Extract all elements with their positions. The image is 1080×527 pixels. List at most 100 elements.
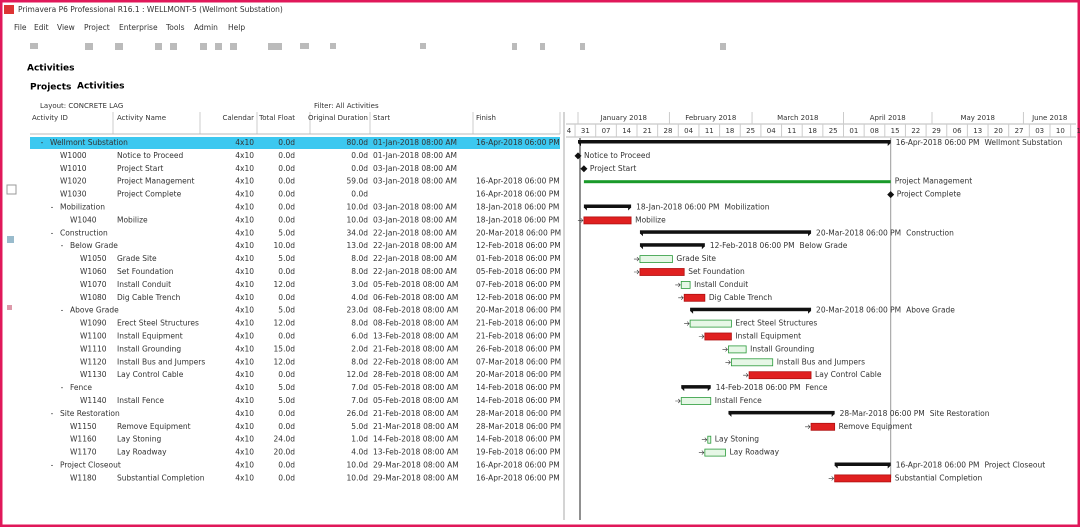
activity-bar	[639, 255, 673, 264]
activity-name: Install Conduit	[117, 280, 171, 289]
start-date: 05-Feb-2018 08:00 AM	[373, 280, 458, 289]
calendar: 4x10	[235, 422, 254, 431]
week-label: 17	[1077, 127, 1080, 135]
column-header[interactable]: Start	[373, 114, 390, 122]
layout-label: Layout: CONCRETE LAG	[40, 102, 123, 110]
bar-label-date: 18-Jan-2018 06:00 PM	[636, 203, 719, 212]
column-header[interactable]: Original Duration	[308, 114, 368, 122]
activity-id: W1110	[80, 344, 107, 353]
week-label: 18	[808, 127, 817, 135]
calendar: 4x10	[235, 357, 254, 366]
total-float: 20.0d	[274, 448, 296, 457]
activity-table: Activity ID Activity Name Calendar Total Fl…	[30, 112, 561, 482]
finish-date: 20-Mar-2018 06:00 PM	[476, 228, 561, 237]
bar-label: Erect Steel Structures	[735, 319, 817, 328]
menu-item[interactable]: Project	[84, 23, 110, 32]
finish-date: 07-Mar-2018 06:00 PM	[476, 357, 561, 366]
finish-date: 16-Apr-2018 06:00 PM	[476, 473, 560, 482]
week-label: 10	[1056, 127, 1065, 135]
start-date: 13-Feb-2018 08:00 AM	[373, 332, 458, 341]
activity-name: Install Equipment	[117, 332, 183, 341]
start-date: 29-Mar-2018 08:00 AM	[373, 473, 459, 482]
column-header[interactable]: Total Float	[258, 114, 295, 122]
collapse-toggle: -	[61, 241, 64, 250]
start-date: 05-Feb-2018 08:00 AM	[373, 396, 458, 405]
calendar: 4x10	[235, 370, 254, 379]
start-date: 08-Feb-2018 08:00 AM	[373, 319, 458, 328]
relationship-arrow	[722, 347, 728, 352]
original-duration: 6.0d	[351, 332, 368, 341]
bar-label: Install Grounding	[750, 344, 814, 353]
calendar: 4x10	[235, 164, 254, 173]
column-header[interactable]: Activity ID	[32, 114, 68, 122]
collapse-toggle: -	[51, 409, 54, 418]
bar-label-date: 20-Mar-2018 06:00 PM	[816, 306, 901, 315]
tab[interactable]: Activities	[77, 82, 125, 92]
calendar: 4x10	[235, 177, 254, 186]
total-float: 0.0d	[278, 473, 295, 482]
week-label: 25	[829, 127, 838, 135]
original-duration: 10.0d	[347, 215, 369, 224]
summary-bar	[681, 385, 711, 389]
month-label: February 2018	[685, 114, 736, 122]
week-label: 04	[767, 127, 776, 135]
menu-item[interactable]: View	[57, 23, 75, 32]
total-float: 0.0d	[278, 332, 295, 341]
start-date: 03-Jan-2018 08:00 AM	[373, 177, 457, 186]
bar-label-date: 28-Mar-2018 06:00 PM	[840, 409, 925, 418]
activity-name: Mobilize	[117, 215, 148, 224]
bar-label: Install Equipment	[735, 332, 801, 341]
menu-item[interactable]: Help	[228, 23, 245, 32]
finish-date: 12-Feb-2018 06:00 PM	[476, 293, 561, 302]
activity-id: W1090	[80, 319, 107, 328]
column-header[interactable]: Finish	[476, 114, 496, 122]
original-duration: 3.0d	[351, 280, 368, 289]
original-duration: 8.0d	[351, 267, 368, 276]
activity-name: Set Foundation	[117, 267, 174, 276]
calendar: 4x10	[235, 293, 254, 302]
menu-item[interactable]: Admin	[194, 23, 218, 32]
column-header[interactable]: Activity Name	[117, 114, 166, 122]
bar-label-name: Wellmont Substation	[984, 138, 1062, 147]
finish-date: 07-Feb-2018 06:00 PM	[476, 280, 561, 289]
collapse-toggle: -	[51, 228, 54, 237]
activity-name: Install Fence	[117, 396, 164, 405]
activity-id: W1180	[70, 473, 97, 482]
activity-name: Install Bus and Jumpers	[117, 357, 205, 366]
activity-name: Lay Stoning	[117, 435, 161, 444]
start-date: 01-Jan-2018 08:00 AM	[373, 138, 457, 147]
bar-label-date: 14-Feb-2018 06:00 PM	[716, 383, 801, 392]
total-float: 12.0d	[274, 280, 296, 289]
start-date: 22-Feb-2018 08:00 AM	[373, 357, 458, 366]
activity-id: W1060	[80, 267, 107, 276]
calendar: 4x10	[235, 138, 254, 147]
activity-id: W1020	[60, 177, 87, 186]
original-duration: 0.0d	[351, 151, 368, 160]
activity-id: W1030	[60, 190, 87, 199]
menu-item[interactable]: Edit	[34, 23, 49, 32]
collapse-toggle: -	[51, 461, 54, 470]
menu-item[interactable]: Tools	[165, 23, 185, 32]
window-title: Primavera P6 Professional R16.1 : WELLMO…	[18, 5, 283, 14]
finish-date: 16-Apr-2018 06:00 PM	[476, 138, 560, 147]
activity-id: W1120	[80, 357, 107, 366]
tab[interactable]: Projects	[30, 83, 71, 93]
bar-label-date: 12-Feb-2018 06:00 PM	[710, 241, 795, 250]
week-label: 31	[581, 127, 590, 135]
activity-name: Dig Cable Trench	[117, 293, 181, 302]
start-date: 03-Jan-2018 08:00 AM	[373, 164, 457, 173]
activity-name: Project Management	[117, 177, 195, 186]
finish-date: 26-Feb-2018 06:00 PM	[476, 344, 561, 353]
summary-bar	[583, 204, 632, 208]
menu-item[interactable]: Enterprise	[119, 23, 158, 32]
bar-label: 12-Feb-2018 06:00 PM Below Grade	[710, 241, 848, 250]
original-duration: 10.0d	[347, 461, 369, 470]
bar-label-name: Fence	[805, 383, 827, 392]
week-label: 14	[622, 127, 631, 135]
relationship-arrow	[684, 321, 690, 326]
column-header[interactable]: Calendar	[223, 114, 255, 122]
start-date: 05-Feb-2018 08:00 AM	[373, 383, 458, 392]
bar-label: Grade Site	[676, 254, 716, 263]
menu-item[interactable]: File	[14, 23, 27, 32]
total-float: 5.0d	[278, 228, 295, 237]
